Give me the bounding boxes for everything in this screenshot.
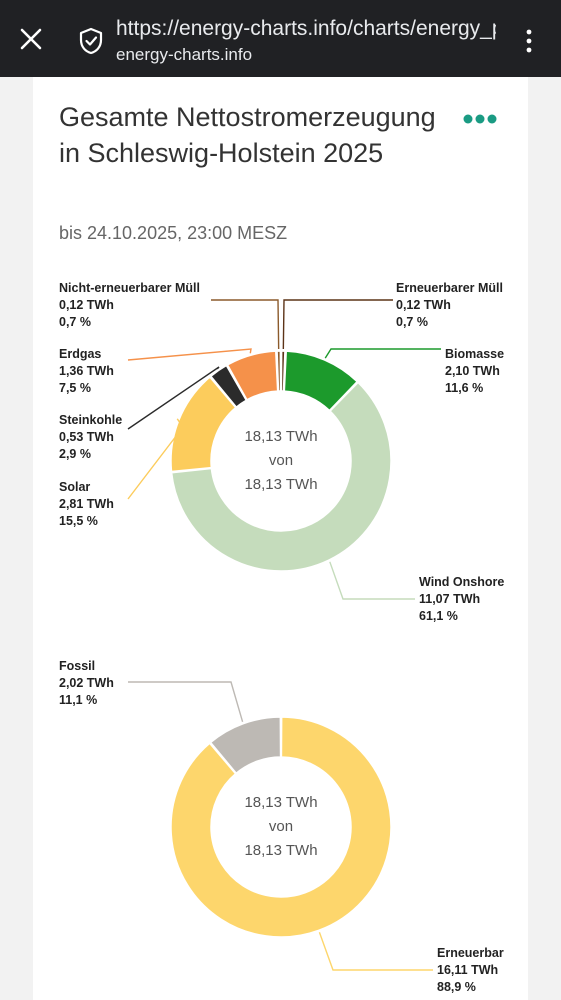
label-percent: 11,6 % [445,381,484,395]
label-erneuerbar: Erneuerbar 16,11 TWh 88,9 % [437,945,504,996]
label-steinkohle: Steinkohle 0,53 TWh 2,9 % [59,412,122,463]
connector-steinkohle [127,366,220,430]
label-value: 0,53 TWh [59,430,114,444]
label-percent: 2,9 % [59,447,91,461]
more-vert-icon[interactable] [522,28,536,54]
connector-wind-onshore [329,561,415,600]
slice-wind-onshore[interactable] [170,381,392,572]
label-percent: 15,5 % [59,514,98,528]
domain-text: energy-charts.info [116,45,253,64]
chart-card: Gesamte Nettostromerzeugung in Schleswig… [33,77,528,1000]
label-biomasse: Biomasse 2,10 TWh 11,6 % [445,346,504,397]
close-icon[interactable] [18,26,44,52]
slice-erneuerbar[interactable] [170,716,392,938]
label-value: 2,81 TWh [59,497,114,511]
label-percent: 88,9 % [437,980,476,994]
slice-biomasse[interactable] [283,350,359,412]
label-name: Solar [59,480,91,494]
label-percent: 11,1 % [59,693,98,707]
label-value: 0,12 TWh [59,298,114,312]
label-name: Wind Onshore [419,575,505,589]
label-wind-onshore: Wind Onshore 11,07 TWh 61,1 % [419,574,504,625]
connector-fossil [128,681,244,722]
chart-title: Gesamte Nettostromerzeugung in Schleswig… [59,102,436,168]
slice-erneuerbarer-muell[interactable] [280,350,286,392]
donut2-center-line2: von [268,818,294,835]
label-percent: 0,7 % [396,315,428,329]
label-name: Biomasse [445,347,505,361]
shield-check-icon[interactable] [78,27,104,55]
more-horiz-icon[interactable] [463,113,497,125]
donut1-center-line2: von [268,452,294,469]
label-nicht-erneuerbarer-muell: Nicht-erneuerbarer Müll 0,12 TWh 0,7 % [59,280,200,331]
slice-erdgas[interactable] [226,350,279,401]
donut2-center-line1: 18,13 TWh [244,794,318,811]
label-value: 16,11 TWh [437,963,499,977]
connector-solar [127,418,184,500]
label-percent: 7,5 % [59,381,91,395]
donut1-center-text: 18,13 TWh von 18,13 TWh [201,425,361,497]
label-value: 2,02 TWh [59,676,114,690]
donut-charts [127,299,441,971]
label-solar: Solar 2,81 TWh 15,5 % [59,479,114,530]
label-name: Steinkohle [59,413,123,427]
donut2-center-text: 18,13 TWh von 18,13 TWh [201,791,361,863]
slice-fossil[interactable] [209,716,282,775]
label-value: 2,10 TWh [445,364,500,378]
donut1-center-line1: 18,13 TWh [244,428,318,445]
connector-nicht-erneuerbarer-muell [211,299,280,350]
donut2-center-line3: 18,13 TWh [244,842,318,859]
label-value: 11,07 TWh [419,592,481,606]
donut1-center-line3: 18,13 TWh [244,476,318,493]
browser-toolbar: https://energy-charts.info/charts/energy… [0,0,561,77]
slice-steinkohle[interactable] [209,364,248,409]
label-erneuerbarer-muell: Erneuerbarer Müll 0,12 TWh 0,7 % [396,280,503,331]
slice-nicht-erneuerbarer-muell[interactable] [276,350,282,392]
label-name: Nicht-erneuerbarer Müll [59,281,201,295]
connector-erdgas [127,348,252,361]
label-name: Fossil [59,659,96,673]
label-name: Erneuerbarer Müll [396,281,503,295]
label-name: Erdgas [59,347,102,361]
connector-erneuerbarer-muell [282,299,393,350]
label-value: 1,36 TWh [59,364,114,378]
connector-erneuerbar [318,931,433,971]
chart-subtitle: bis 24.10.2025, 23:00 MESZ [59,223,288,243]
url-text[interactable]: https://energy-charts.info/charts/energy… [116,17,496,40]
label-value: 0,12 TWh [396,298,451,312]
label-percent: 61,1 % [419,609,458,623]
label-percent: 0,7 % [59,315,91,329]
label-fossil: Fossil 2,02 TWh 11,1 % [59,658,114,709]
connector-biomasse [324,348,441,359]
label-name: Erneuerbar [437,946,504,960]
label-erdgas: Erdgas 1,36 TWh 7,5 % [59,346,114,397]
